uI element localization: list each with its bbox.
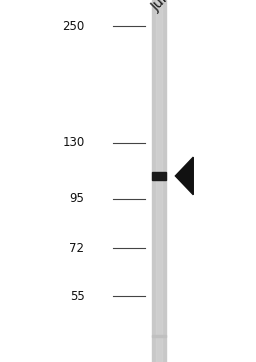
Text: Jurkat: Jurkat — [149, 0, 187, 14]
Bar — [152, 0, 166, 362]
Bar — [152, 335, 166, 337]
Text: 95: 95 — [70, 192, 84, 205]
Text: 130: 130 — [62, 136, 84, 150]
Bar — [152, 172, 166, 180]
Text: 250: 250 — [62, 20, 84, 33]
Polygon shape — [175, 157, 193, 195]
Bar — [156, 0, 162, 362]
Text: 72: 72 — [69, 242, 84, 254]
Text: 55: 55 — [70, 290, 84, 303]
